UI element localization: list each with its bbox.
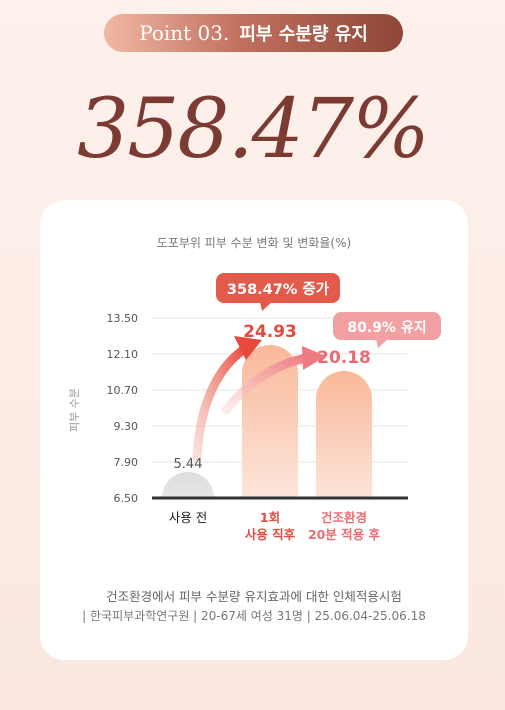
y-axis-label: 피부 수분: [68, 388, 81, 432]
increase-arrow: [192, 343, 251, 462]
x-tick-label: 20분 적용 후: [308, 527, 381, 542]
point-badge: Point 03. 피부 수분량 유지: [104, 14, 403, 52]
y-tick-label: 6.50: [114, 492, 139, 505]
bar: [162, 472, 214, 498]
headline-value: 358.47%: [77, 82, 430, 177]
point-label: Point 03.: [139, 21, 230, 45]
increase-callout-text: 358.47% 증가: [227, 281, 330, 298]
value-label: 24.93: [243, 322, 297, 342]
increase-callout: 358.47% 증가: [216, 273, 340, 311]
point-title: 피부 수분량 유지: [239, 24, 368, 45]
retain-arrow: [221, 353, 313, 415]
x-tick-label: 사용 직후: [245, 527, 296, 542]
footnote-detail: | 한국피부과학연구원 | 20-67세 여성 31명 | 25.06.04-2…: [82, 609, 426, 623]
increase-arrow-head: [234, 336, 262, 360]
chart-title: 도포부위 피부 수분 변화 및 변화율(%): [156, 236, 352, 250]
y-tick-label: 7.90: [114, 456, 139, 469]
y-tick-label: 10.70: [107, 384, 139, 397]
chart-card: 도포부위 피부 수분 변화 및 변화율(%) 13: [40, 200, 468, 660]
retain-callout-text: 80.9% 유지: [347, 320, 426, 336]
footnote-title: 건조환경에서 피부 수분량 유지효과에 대한 인체적용시험: [106, 589, 402, 604]
x-tick-label: 건조환경: [321, 510, 367, 525]
x-tick-label: 1회: [260, 510, 280, 525]
retain-arrow-head: [302, 346, 326, 370]
bar: [316, 371, 372, 498]
value-label: 20.18: [317, 348, 371, 368]
bar-chart: 13.50 12.10 10.70 9.30 7.90 6.50 피부 수분 358.47…: [68, 273, 441, 542]
value-label: 5.44: [174, 457, 203, 472]
y-tick-label: 9.30: [114, 420, 139, 433]
y-tick-label: 13.50: [107, 312, 139, 325]
retain-callout: 80.9% 유지: [333, 312, 441, 348]
x-tick-label: 사용 전: [169, 510, 207, 525]
y-tick-label: 12.10: [107, 348, 139, 361]
